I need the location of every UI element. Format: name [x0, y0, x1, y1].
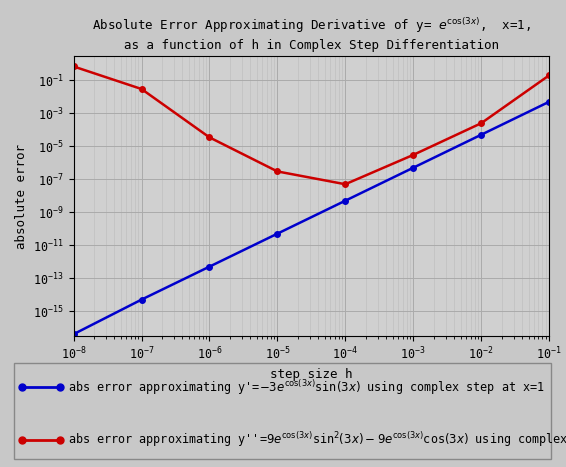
- Text: abs error approximating y'=$-3e^{\cos(3x)}$sin$(3x)$ using complex step at x=1: abs error approximating y'=$-3e^{\cos(3x…: [68, 378, 545, 397]
- X-axis label: step size h: step size h: [270, 368, 353, 381]
- Y-axis label: absolute error: absolute error: [15, 144, 28, 248]
- Title: Absolute Error Approximating Derivative of y= $e^{\cos(3x)}$,  x=1,
as a functio: Absolute Error Approximating Derivative …: [92, 16, 531, 52]
- Text: abs error approximating y''=$9e^{\cos(3x)}$sin$^2(3x) - 9e^{\cos(3x)}$cos$(3x)$ : abs error approximating y''=$9e^{\cos(3x…: [68, 430, 566, 449]
